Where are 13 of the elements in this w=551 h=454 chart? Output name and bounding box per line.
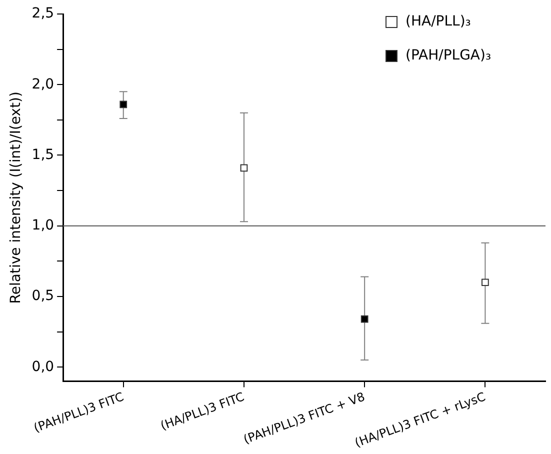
legend-label: (PAH/PLGA)₃ [406,48,492,64]
y-tick-label: 2,5 [32,6,54,22]
point [360,315,368,323]
y-tick-label: 2,0 [32,76,54,92]
y-tick-label: 0,5 [32,288,54,304]
y-tick-label: 1,0 [32,218,54,234]
point [120,100,128,108]
point [240,164,248,172]
y-axis-title: Relative intensity (I(int)/I(ext)) [8,92,24,304]
y-tick-label: 1,5 [32,146,54,163]
y-tick-label: 0,0 [32,358,54,375]
point [482,278,489,286]
legend-label: (HA/PLL)₃ [406,14,471,30]
